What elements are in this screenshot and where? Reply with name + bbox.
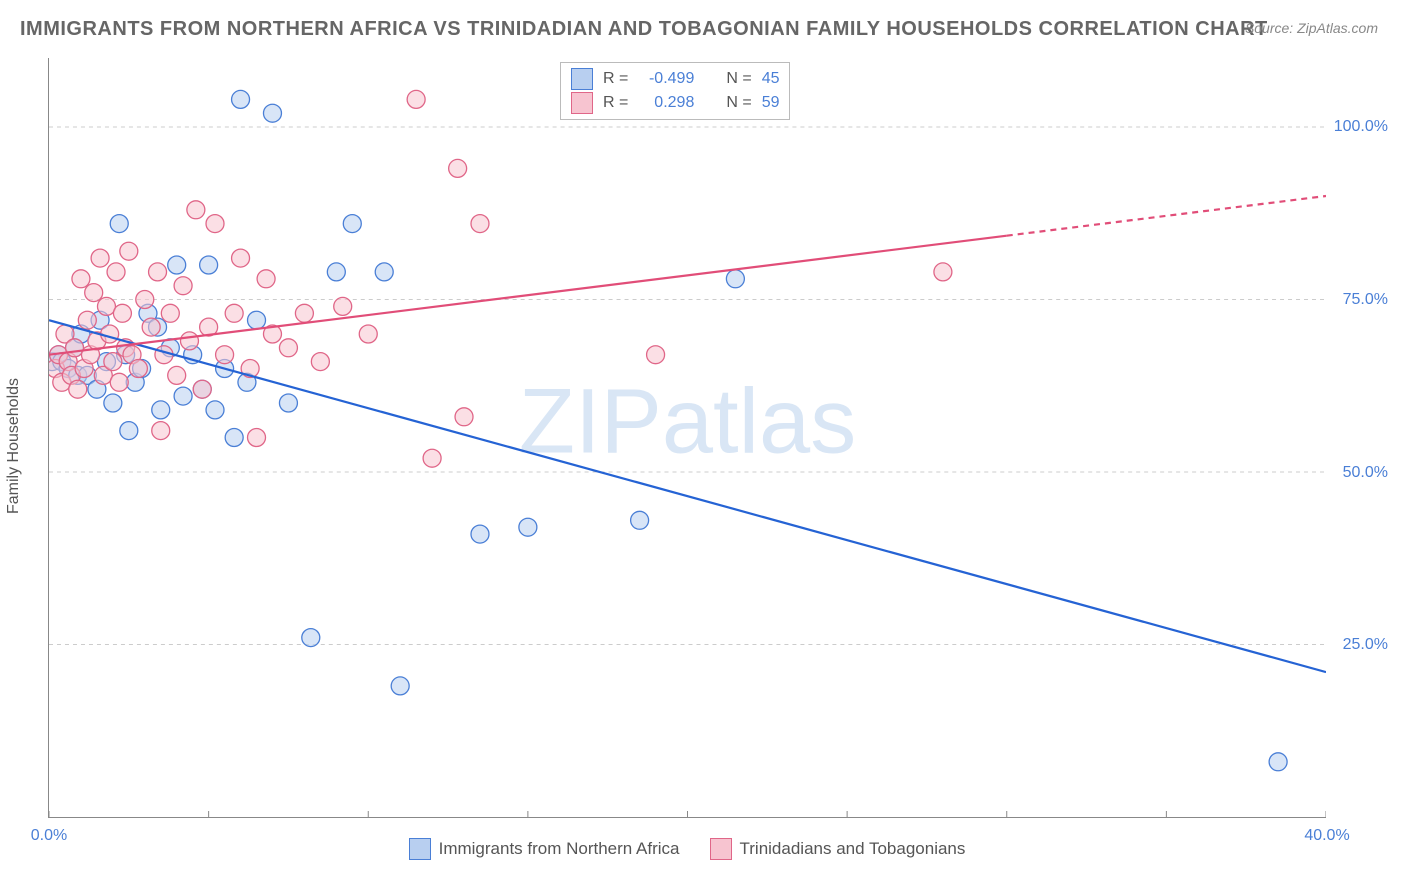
- data-point: [327, 263, 345, 281]
- legend-series-label: Immigrants from Northern Africa: [439, 839, 680, 859]
- ytick-label: 50.0%: [1343, 464, 1388, 482]
- data-point: [174, 387, 192, 405]
- data-point: [391, 677, 409, 695]
- ytick-label: 100.0%: [1334, 118, 1388, 136]
- data-point: [72, 270, 90, 288]
- data-point: [257, 270, 275, 288]
- legend-r-label: R =: [603, 94, 628, 112]
- legend-n-label: N =: [726, 70, 751, 88]
- data-point: [1269, 753, 1287, 771]
- legend-swatch: [571, 92, 593, 114]
- data-point: [152, 422, 170, 440]
- series-legend: Immigrants from Northern Africa Trinidad…: [48, 838, 1326, 860]
- trend-line: [49, 320, 1326, 672]
- data-point: [263, 104, 281, 122]
- data-point: [295, 304, 313, 322]
- data-point: [129, 360, 147, 378]
- data-point: [161, 304, 179, 322]
- legend-series-label: Trinidadians and Tobagonians: [740, 839, 966, 859]
- data-point: [423, 449, 441, 467]
- data-point: [136, 291, 154, 309]
- data-point: [180, 332, 198, 350]
- data-point: [69, 380, 87, 398]
- data-point: [107, 263, 125, 281]
- data-point: [110, 373, 128, 391]
- data-point: [152, 401, 170, 419]
- data-point: [78, 311, 96, 329]
- data-point: [101, 325, 119, 343]
- data-point: [631, 511, 649, 529]
- chart-plot-area: ZIPatlas 25.0%50.0%75.0%100.0% 0.0%40.0%: [48, 58, 1326, 818]
- data-point: [519, 518, 537, 536]
- data-point: [232, 249, 250, 267]
- legend-r-value: 0.298: [638, 94, 694, 112]
- data-point: [206, 215, 224, 233]
- data-point: [168, 256, 186, 274]
- data-point: [232, 90, 250, 108]
- data-point: [726, 270, 744, 288]
- chart-title: IMMIGRANTS FROM NORTHERN AFRICA VS TRINI…: [20, 18, 1268, 41]
- data-point: [149, 263, 167, 281]
- data-point: [311, 353, 329, 371]
- data-point: [91, 249, 109, 267]
- data-point: [407, 90, 425, 108]
- data-point: [248, 429, 266, 447]
- data-point: [279, 394, 297, 412]
- data-point: [168, 366, 186, 384]
- trend-line: [49, 236, 1007, 355]
- data-point: [302, 629, 320, 647]
- data-point: [279, 339, 297, 357]
- data-point: [225, 429, 243, 447]
- legend-n-value: 59: [762, 94, 780, 112]
- legend-r-value: -0.499: [638, 70, 694, 88]
- legend-row: R = -0.499 N = 45: [571, 67, 779, 91]
- data-point: [120, 422, 138, 440]
- data-point: [359, 325, 377, 343]
- data-point: [113, 304, 131, 322]
- scatter-chart-svg: [49, 58, 1326, 817]
- source-attribution: Source: ZipAtlas.com: [1245, 20, 1378, 36]
- data-point: [455, 408, 473, 426]
- legend-swatch: [710, 838, 732, 860]
- data-point: [334, 297, 352, 315]
- data-point: [216, 346, 234, 364]
- legend-r-label: R =: [603, 70, 628, 88]
- trend-line-dashed: [1007, 196, 1326, 236]
- data-point: [206, 401, 224, 419]
- legend-n-label: N =: [726, 94, 751, 112]
- data-point: [97, 297, 115, 315]
- data-point: [375, 263, 393, 281]
- data-point: [200, 256, 218, 274]
- correlation-legend: R = -0.499 N = 45 R = 0.298 N = 59: [560, 62, 790, 120]
- data-point: [248, 311, 266, 329]
- data-point: [471, 525, 489, 543]
- data-point: [225, 304, 243, 322]
- data-point: [471, 215, 489, 233]
- data-point: [66, 339, 84, 357]
- data-point: [449, 159, 467, 177]
- data-point: [187, 201, 205, 219]
- data-point: [110, 215, 128, 233]
- legend-swatch: [571, 68, 593, 90]
- data-point: [142, 318, 160, 336]
- legend-swatch: [409, 838, 431, 860]
- legend-row: R = 0.298 N = 59: [571, 91, 779, 115]
- ytick-label: 75.0%: [1343, 291, 1388, 309]
- data-point: [934, 263, 952, 281]
- data-point: [104, 353, 122, 371]
- data-point: [193, 380, 211, 398]
- data-point: [85, 284, 103, 302]
- data-point: [647, 346, 665, 364]
- data-point: [174, 277, 192, 295]
- yaxis-title: Family Households: [5, 378, 23, 514]
- ytick-label: 25.0%: [1343, 636, 1388, 654]
- data-point: [104, 394, 122, 412]
- data-point: [343, 215, 361, 233]
- data-point: [120, 242, 138, 260]
- bottom-legend-item: Immigrants from Northern Africa: [409, 838, 680, 860]
- legend-n-value: 45: [762, 70, 780, 88]
- bottom-legend-item: Trinidadians and Tobagonians: [710, 838, 966, 860]
